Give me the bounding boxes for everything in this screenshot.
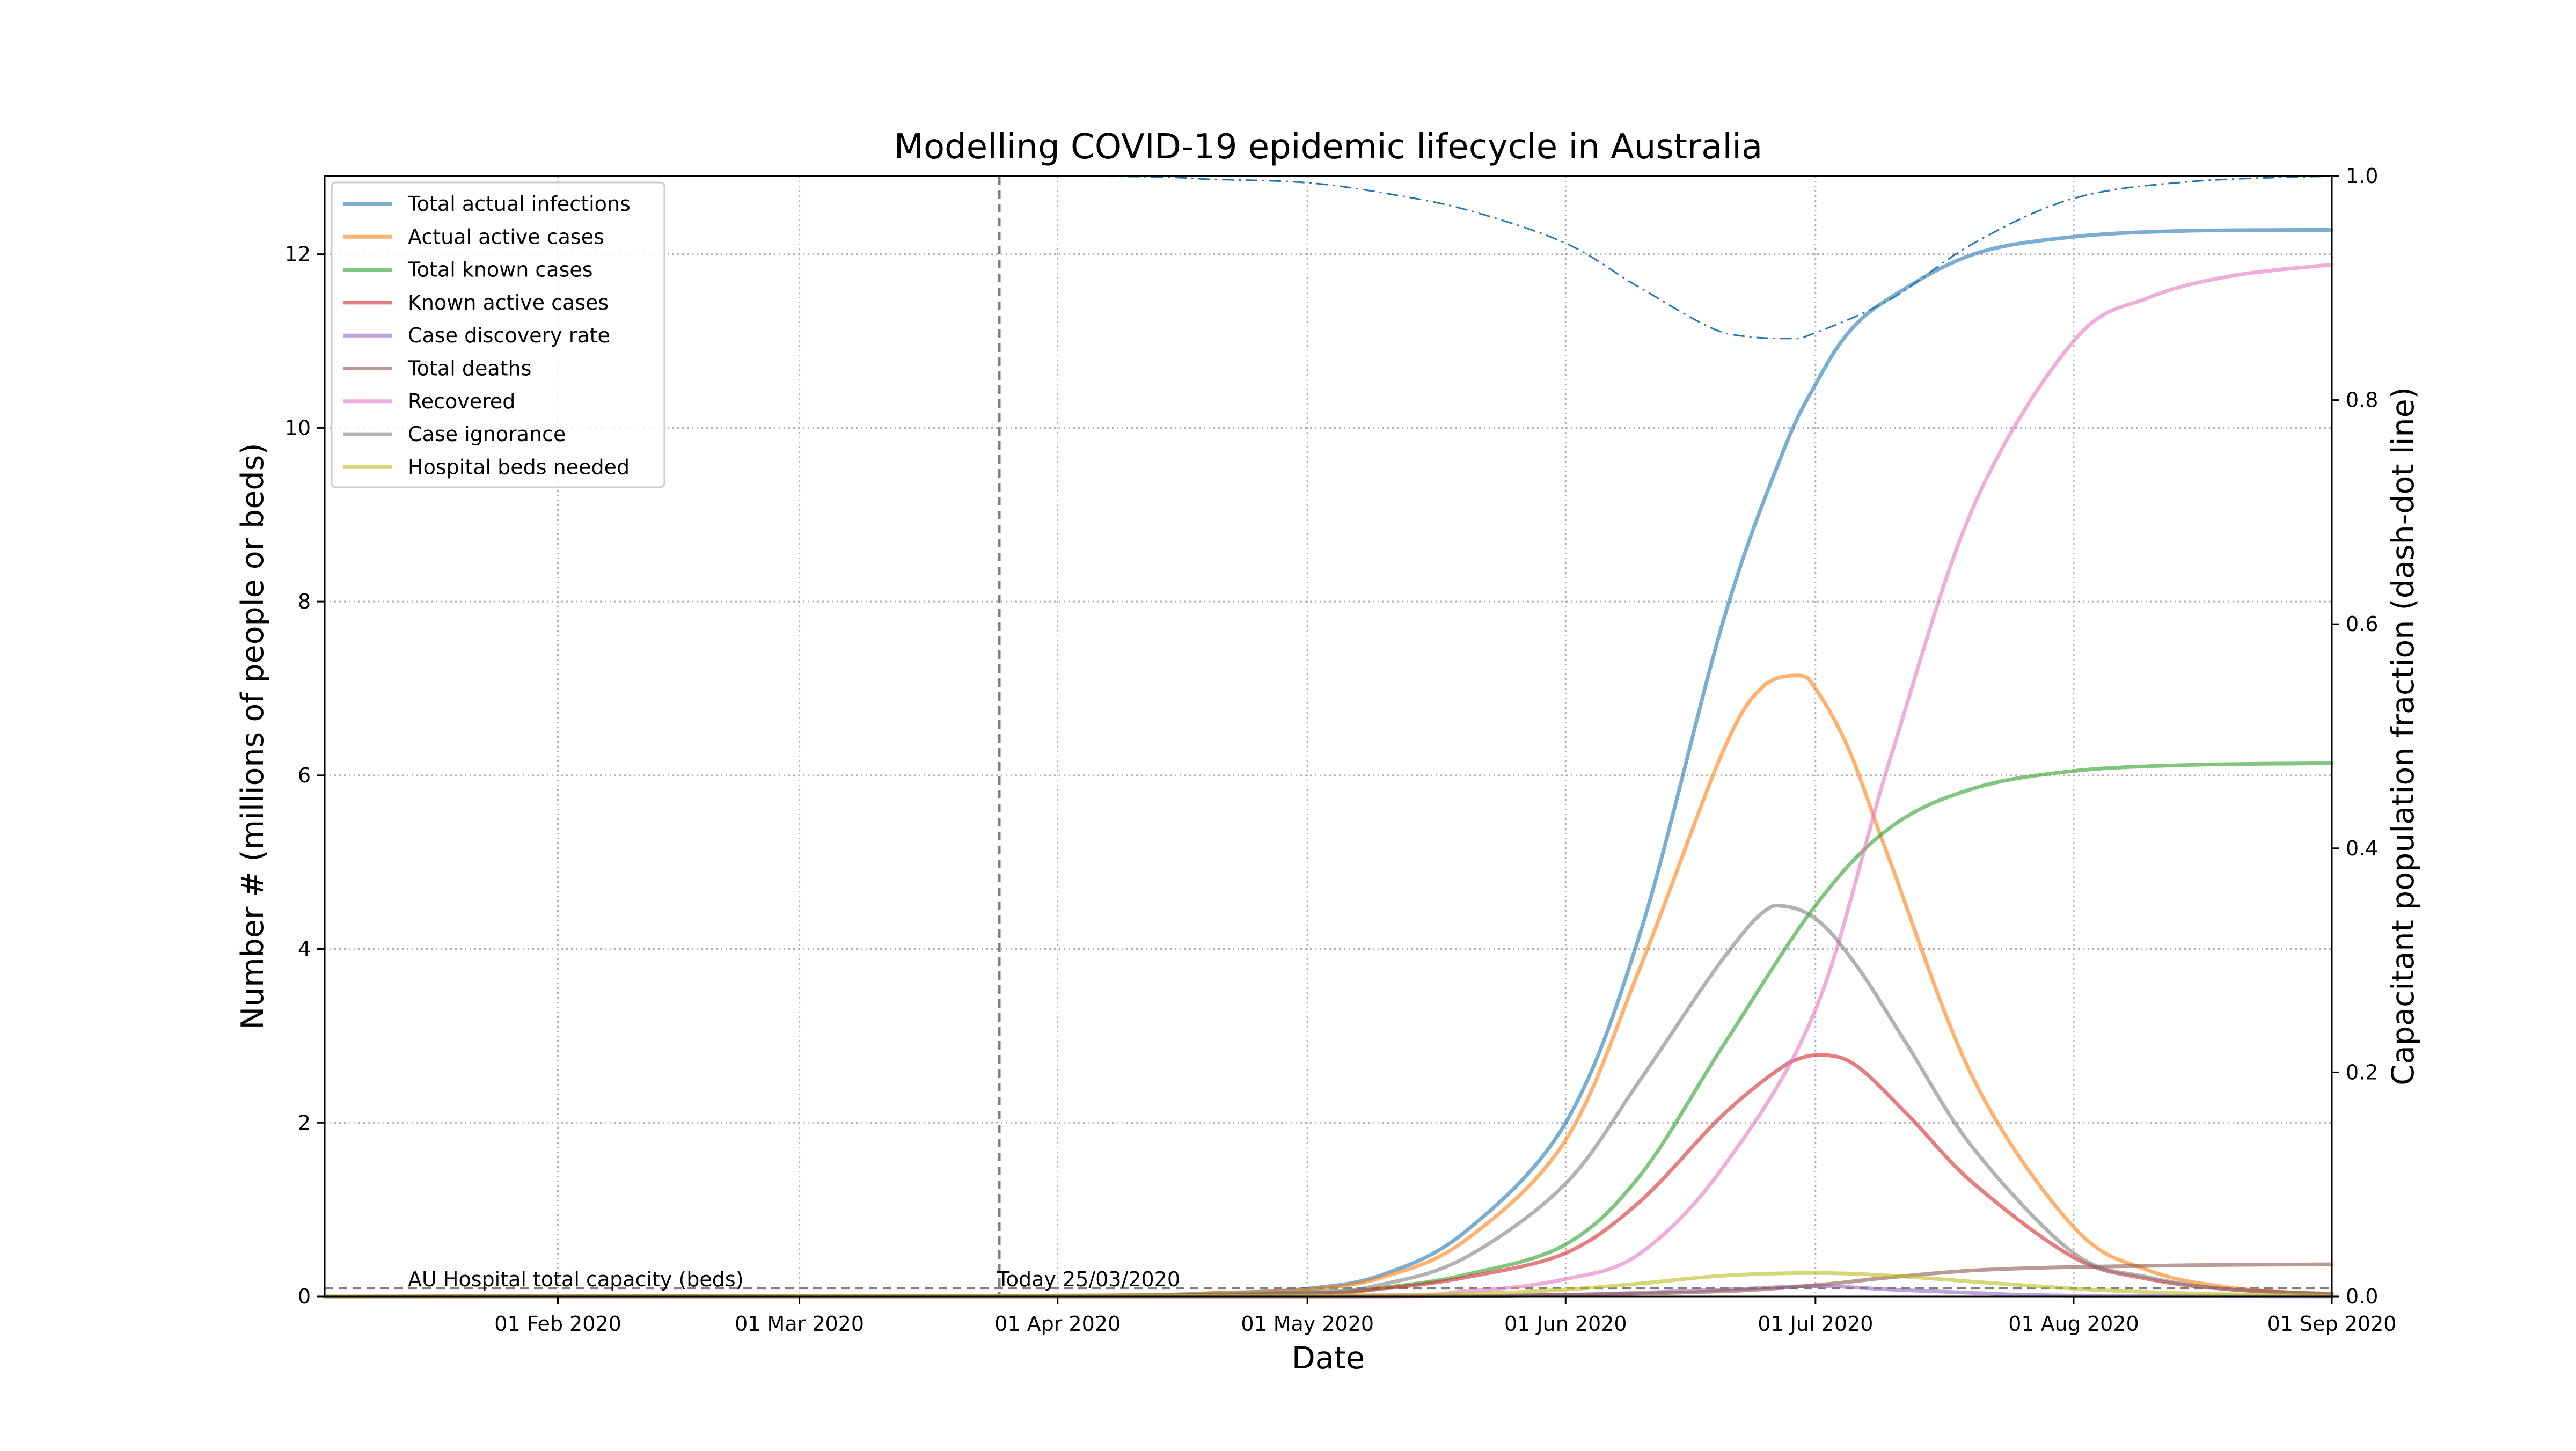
tick-labels: 01 Feb 2020 01 Mar 2020 01 Apr 2020 01 May …: [285, 164, 2397, 1336]
hospital-capacity-label: AU Hospital total capacity (beds): [408, 1267, 744, 1291]
x-tick-label: 01 Feb 2020: [494, 1312, 621, 1336]
y-right-tick-label: 0.2: [2346, 1060, 2378, 1084]
y-tick-label: 12: [285, 243, 311, 266]
legend-label: Case ignorance: [408, 422, 566, 446]
plot-frame: [324, 175, 2333, 1298]
legend-label: Total deaths: [407, 357, 531, 380]
y-axis-label-right: Capacitant population fraction (dash-dot…: [2385, 387, 2421, 1086]
y-right-tick-label: 0.0: [2346, 1285, 2378, 1308]
legend: Total actual infections Actual active cas…: [331, 181, 665, 488]
x-tick-label: 01 Aug 2020: [2008, 1312, 2139, 1336]
legend-frame: [331, 181, 665, 488]
x-tick-label: 01 May 2020: [1241, 1312, 1374, 1336]
legend-label: Hospital beds needed: [408, 455, 630, 479]
today-marker-label: Today 25/03/2020: [997, 1267, 1180, 1291]
x-tick-label: 01 Sep 2020: [2267, 1312, 2397, 1336]
y-tick-label: 0: [298, 1285, 311, 1308]
legend-label: Total actual infections: [407, 192, 631, 216]
y-right-tick-label: 0.6: [2346, 612, 2378, 636]
legend-label: Known active cases: [408, 291, 609, 314]
y-tick-label: 2: [298, 1111, 311, 1134]
y-tick-label: 6: [298, 764, 311, 787]
axes: [317, 175, 2339, 1304]
x-tick-label: 01 Mar 2020: [735, 1312, 864, 1336]
x-tick-label: 01 Jun 2020: [1504, 1312, 1627, 1336]
y-right-tick-label: 0.4: [2346, 837, 2378, 860]
legend-label: Actual active cases: [408, 225, 604, 248]
reference-lines: [325, 176, 2332, 1296]
chart-title: Modelling COVID-19 epidemic lifecycle in…: [894, 127, 1762, 167]
y-tick-label: 4: [298, 937, 311, 961]
legend-label: Case discovery rate: [408, 324, 610, 347]
legend-label: Total known cases: [407, 258, 593, 282]
y-right-tick-label: 1.0: [2346, 164, 2378, 188]
x-tick-label: 01 Apr 2020: [994, 1312, 1121, 1336]
y-axis-label: Number # (millions of people or beds): [235, 443, 270, 1029]
capacitant-fraction-line: [325, 175, 2332, 340]
legend-label: Recovered: [408, 390, 515, 413]
x-axis-label: Date: [1292, 1340, 1365, 1376]
y-tick-label: 10: [285, 416, 311, 439]
y-right-tick-label: 0.8: [2346, 389, 2378, 412]
x-tick-label: 01 Jul 2020: [1758, 1312, 1873, 1336]
y-tick-label: 8: [298, 590, 311, 613]
